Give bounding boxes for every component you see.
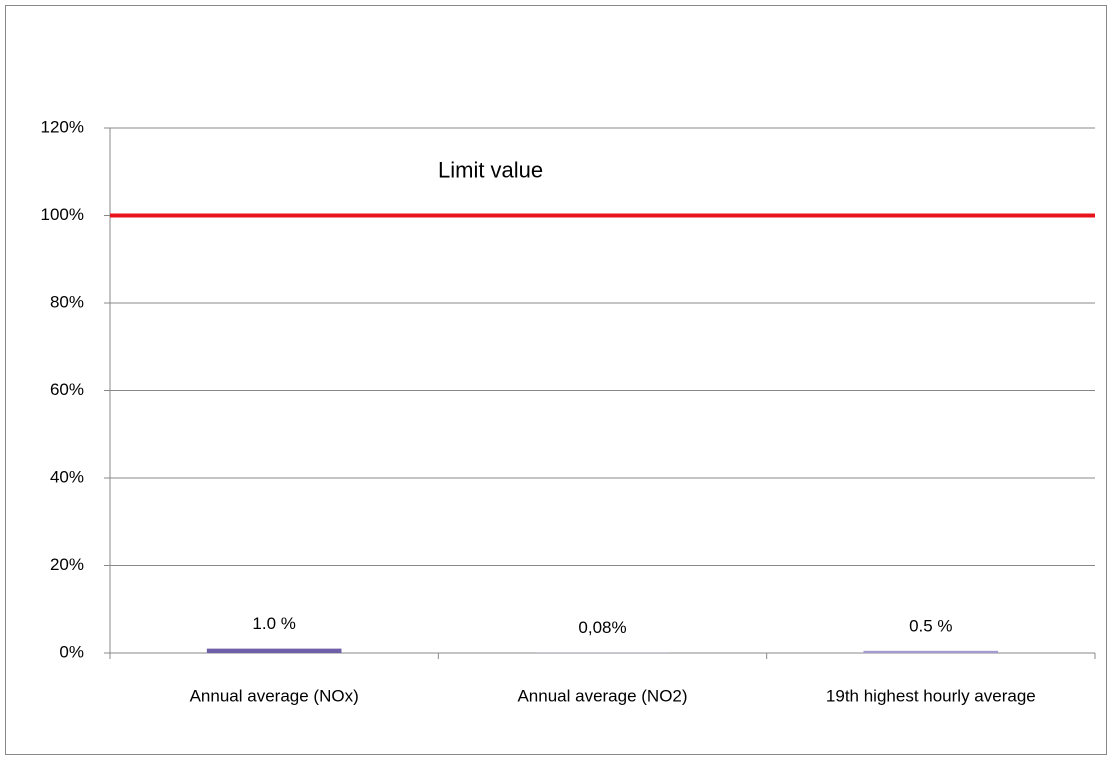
value-label: 1.0 % <box>252 614 295 633</box>
limit-label: Limit value <box>438 157 543 182</box>
bar <box>206 648 342 653</box>
y-tick-label: 20% <box>50 555 84 574</box>
y-tick-label: 100% <box>41 205 84 224</box>
bar <box>863 650 999 653</box>
x-tick-label: Annual average (NOx) <box>190 686 359 705</box>
y-tick-label: 40% <box>50 467 84 486</box>
y-tick-label: 60% <box>50 380 84 399</box>
chart-border <box>5 5 1107 755</box>
x-tick-label: 19th highest hourly average <box>826 686 1036 705</box>
x-tick-label: Annual average (NO2) <box>517 686 687 705</box>
y-tick-label: 80% <box>50 292 84 311</box>
y-tick-label: 0% <box>59 642 84 661</box>
value-label: 0.5 % <box>909 616 952 635</box>
value-label: 0,08% <box>578 618 626 637</box>
y-tick-label: 120% <box>41 117 84 136</box>
